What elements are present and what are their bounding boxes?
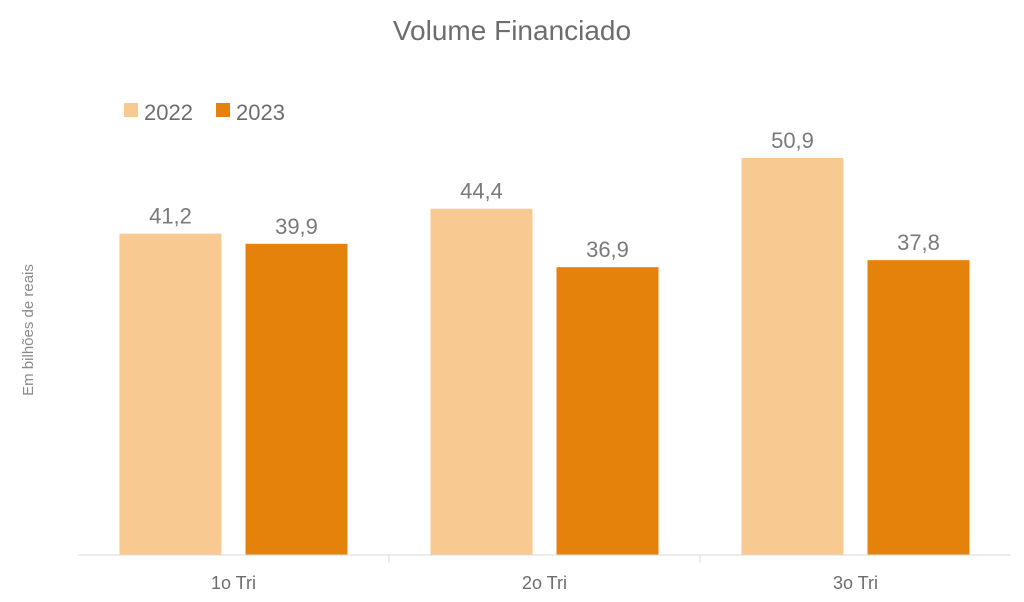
legend-label-2022: 2022 (144, 100, 193, 125)
legend: 2022 2023 (124, 100, 285, 125)
data-label-2023-1: 39,9 (275, 214, 318, 239)
data-label-2022-2: 44,4 (460, 179, 503, 204)
legend-swatch-2023 (216, 103, 230, 117)
bar-2022-3 (741, 157, 844, 556)
x-axis-ticks: 1o Tri 2o Tri 3o Tri (211, 555, 878, 593)
x-tick-label-1: 1o Tri (211, 573, 256, 593)
y-axis-label: Em bilhões de reais (20, 264, 37, 396)
data-label-2022-1: 41,2 (149, 204, 192, 229)
legend-swatch-2022 (124, 103, 138, 117)
data-label-2022-3: 50,9 (771, 128, 814, 153)
legend-label-2023: 2023 (236, 100, 285, 125)
bar-2023-2 (556, 267, 659, 555)
value-labels-layer: 41,2 39,9 44,4 36,9 50,9 37,8 (149, 128, 940, 262)
bar-2022-1 (119, 233, 222, 555)
bar-2023-1 (245, 243, 348, 555)
chart-title: Volume Financiado (393, 15, 631, 46)
x-tick-label-2: 2o Tri (522, 573, 567, 593)
bar-2022-2 (430, 208, 533, 555)
data-label-2023-2: 36,9 (586, 237, 629, 262)
x-tick-label-3: 3o Tri (833, 573, 878, 593)
data-label-2023-3: 37,8 (897, 230, 940, 255)
bars-layer (119, 157, 970, 556)
bar-2023-3 (867, 260, 970, 555)
